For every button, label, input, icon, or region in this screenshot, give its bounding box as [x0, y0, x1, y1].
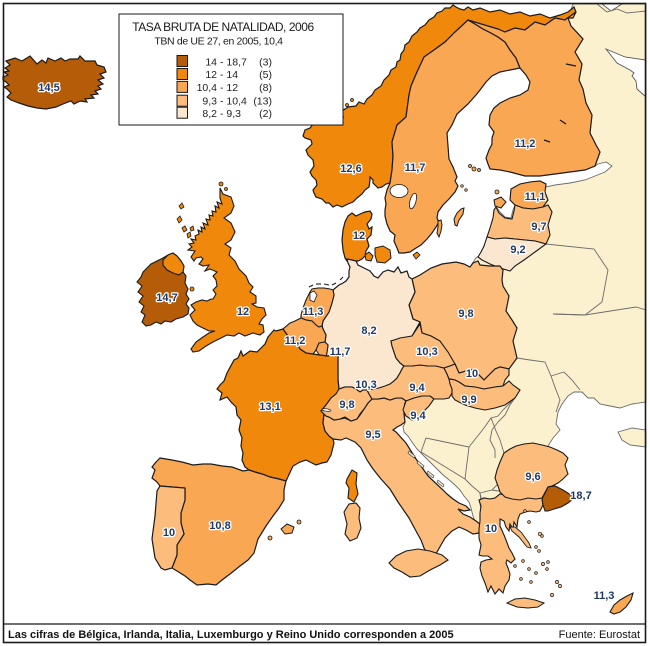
- svg-text:8,2: 8,2: [361, 325, 376, 337]
- svg-text:(8): (8): [259, 82, 272, 94]
- svg-text:Fuente: Eurostat: Fuente: Eurostat: [559, 629, 640, 641]
- svg-text:11,7: 11,7: [405, 162, 426, 174]
- svg-text:TASA BRUTA DE NATALIDAD, 2006: TASA BRUTA DE NATALIDAD, 2006: [132, 20, 314, 34]
- svg-text:10: 10: [485, 523, 497, 535]
- svg-text:9,3: 9,3: [202, 96, 217, 108]
- svg-text:13,1: 13,1: [259, 401, 280, 413]
- svg-text:9,7: 9,7: [531, 221, 546, 233]
- svg-text:11,3: 11,3: [594, 590, 615, 602]
- svg-text:9,5: 9,5: [365, 429, 380, 441]
- svg-text:12: 12: [353, 230, 365, 242]
- svg-text:(5): (5): [259, 69, 272, 81]
- svg-text:Las cifras de Bélgica, Irlanda: Las cifras de Bélgica, Irlanda, Italia, …: [8, 629, 454, 641]
- svg-text:11,2: 11,2: [285, 335, 306, 347]
- svg-text:9,9: 9,9: [461, 394, 476, 406]
- svg-text:10,4: 10,4: [197, 82, 218, 94]
- svg-text:10: 10: [466, 368, 478, 380]
- svg-text:10: 10: [163, 527, 175, 539]
- svg-text:9,4: 9,4: [410, 410, 426, 422]
- svg-text:9,8: 9,8: [339, 399, 354, 411]
- svg-text:10,3: 10,3: [416, 346, 437, 358]
- svg-text:14: 14: [205, 57, 217, 69]
- svg-text:9,8: 9,8: [458, 308, 473, 320]
- svg-text:12: 12: [205, 69, 217, 81]
- svg-text:12: 12: [237, 306, 249, 318]
- svg-text:11,3: 11,3: [303, 306, 324, 318]
- svg-text:12,6: 12,6: [340, 163, 361, 175]
- svg-text:- 9,3: - 9,3: [220, 108, 241, 120]
- svg-text:9,2: 9,2: [510, 244, 525, 256]
- svg-text:- 10,4: - 10,4: [220, 96, 247, 108]
- svg-text:- 14: - 14: [220, 69, 238, 81]
- svg-text:8,2: 8,2: [202, 108, 217, 120]
- svg-text:14,5: 14,5: [38, 82, 59, 94]
- svg-text:11,7: 11,7: [330, 346, 351, 358]
- svg-text:11,2: 11,2: [515, 138, 536, 150]
- svg-text:TBN de UE 27, en 2005, 10,4: TBN de UE 27, en 2005, 10,4: [154, 36, 283, 48]
- svg-text:- 12: - 12: [220, 82, 238, 94]
- svg-text:18,7: 18,7: [570, 490, 591, 502]
- svg-text:(2): (2): [259, 108, 272, 120]
- svg-text:- 18,7: - 18,7: [220, 57, 247, 69]
- svg-text:10,3: 10,3: [355, 379, 376, 391]
- svg-text:10,8: 10,8: [209, 520, 230, 532]
- svg-text:14,7: 14,7: [156, 292, 177, 304]
- svg-text:11,1: 11,1: [525, 191, 546, 203]
- svg-text:(3): (3): [259, 57, 272, 69]
- svg-text:9,4: 9,4: [409, 382, 425, 394]
- svg-text:(13): (13): [253, 96, 272, 108]
- svg-text:9,6: 9,6: [525, 471, 540, 483]
